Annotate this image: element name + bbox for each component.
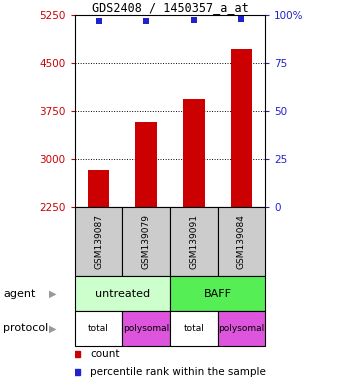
Bar xyxy=(75,276,170,311)
Text: polysomal: polysomal xyxy=(218,324,265,333)
Text: GSM139091: GSM139091 xyxy=(189,214,198,270)
Bar xyxy=(218,311,265,346)
Bar xyxy=(170,311,218,346)
Text: agent: agent xyxy=(3,289,36,299)
Text: untreated: untreated xyxy=(95,289,150,299)
Bar xyxy=(170,276,265,311)
Bar xyxy=(122,311,170,346)
Bar xyxy=(170,207,218,276)
Text: GSM139087: GSM139087 xyxy=(94,214,103,270)
Text: percentile rank within the sample: percentile rank within the sample xyxy=(90,366,266,377)
Text: protocol: protocol xyxy=(3,323,49,333)
Text: GSM139084: GSM139084 xyxy=(237,215,246,269)
Text: polysomal: polysomal xyxy=(123,324,169,333)
Text: total: total xyxy=(88,324,109,333)
Bar xyxy=(231,49,252,207)
Text: ▶: ▶ xyxy=(49,323,56,333)
Bar xyxy=(88,170,109,207)
Bar xyxy=(75,311,122,346)
Bar xyxy=(218,207,265,276)
Bar xyxy=(183,99,204,207)
Bar xyxy=(75,207,122,276)
Bar xyxy=(135,122,157,207)
Text: ▶: ▶ xyxy=(49,289,56,299)
Text: GSM139079: GSM139079 xyxy=(142,214,151,270)
Title: GDS2408 / 1450357_a_at: GDS2408 / 1450357_a_at xyxy=(91,1,249,14)
Text: total: total xyxy=(183,324,204,333)
Bar xyxy=(122,207,170,276)
Text: count: count xyxy=(90,349,120,359)
Text: BAFF: BAFF xyxy=(204,289,232,299)
